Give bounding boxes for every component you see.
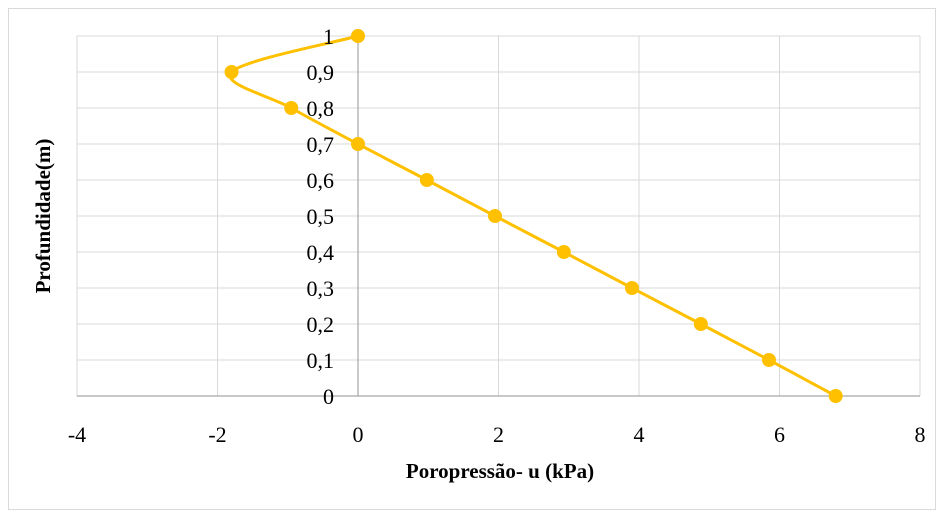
y-tick-label: 0,5 bbox=[307, 204, 335, 229]
y-tick-label: 0,2 bbox=[307, 312, 335, 337]
chart-frame bbox=[8, 8, 936, 510]
y-tick-label: 0,7 bbox=[307, 132, 335, 157]
x-tick-label: 8 bbox=[915, 422, 926, 447]
y-tick-label: 0,8 bbox=[307, 96, 335, 121]
series-line bbox=[228, 34, 837, 398]
x-tick-label: -4 bbox=[68, 422, 86, 447]
axes bbox=[77, 36, 920, 397]
data-point bbox=[351, 137, 365, 151]
x-axis-title: Poropressão- u (kPa) bbox=[406, 459, 594, 483]
data-point bbox=[556, 245, 571, 259]
data-point bbox=[419, 173, 434, 187]
x-tick-label: 4 bbox=[634, 422, 645, 447]
tick-labels: -4 -2 0 2 4 6 8 0 0,1 0,2 0,3 0,4 0,5 0,6 0,7 0,8 0,9 1 bbox=[68, 24, 926, 447]
y-tick-label: 0,9 bbox=[307, 60, 335, 85]
data-point bbox=[284, 101, 299, 115]
y-tick-label: 0,4 bbox=[307, 240, 335, 265]
gridlines bbox=[76, 35, 921, 397]
y-tick-label: 0 bbox=[323, 384, 334, 409]
y-tick-label: 0,3 bbox=[307, 276, 335, 301]
x-tick-label: 6 bbox=[774, 422, 785, 447]
y-tick-label: 0,1 bbox=[307, 348, 335, 373]
data-point bbox=[351, 29, 365, 43]
x-tick-label: 0 bbox=[353, 422, 364, 447]
series bbox=[224, 29, 843, 403]
data-point bbox=[693, 317, 708, 331]
x-tick-label: 2 bbox=[493, 422, 504, 447]
data-point bbox=[828, 389, 843, 403]
y-tick-label: 1 bbox=[323, 24, 334, 49]
y-tick-label: 0,6 bbox=[307, 168, 335, 193]
data-point bbox=[487, 209, 502, 223]
data-point bbox=[624, 281, 639, 295]
data-point bbox=[761, 353, 776, 367]
y-axis-title: Profundidade(m) bbox=[31, 139, 55, 294]
x-tick-label: -2 bbox=[208, 422, 226, 447]
data-point bbox=[224, 65, 239, 79]
